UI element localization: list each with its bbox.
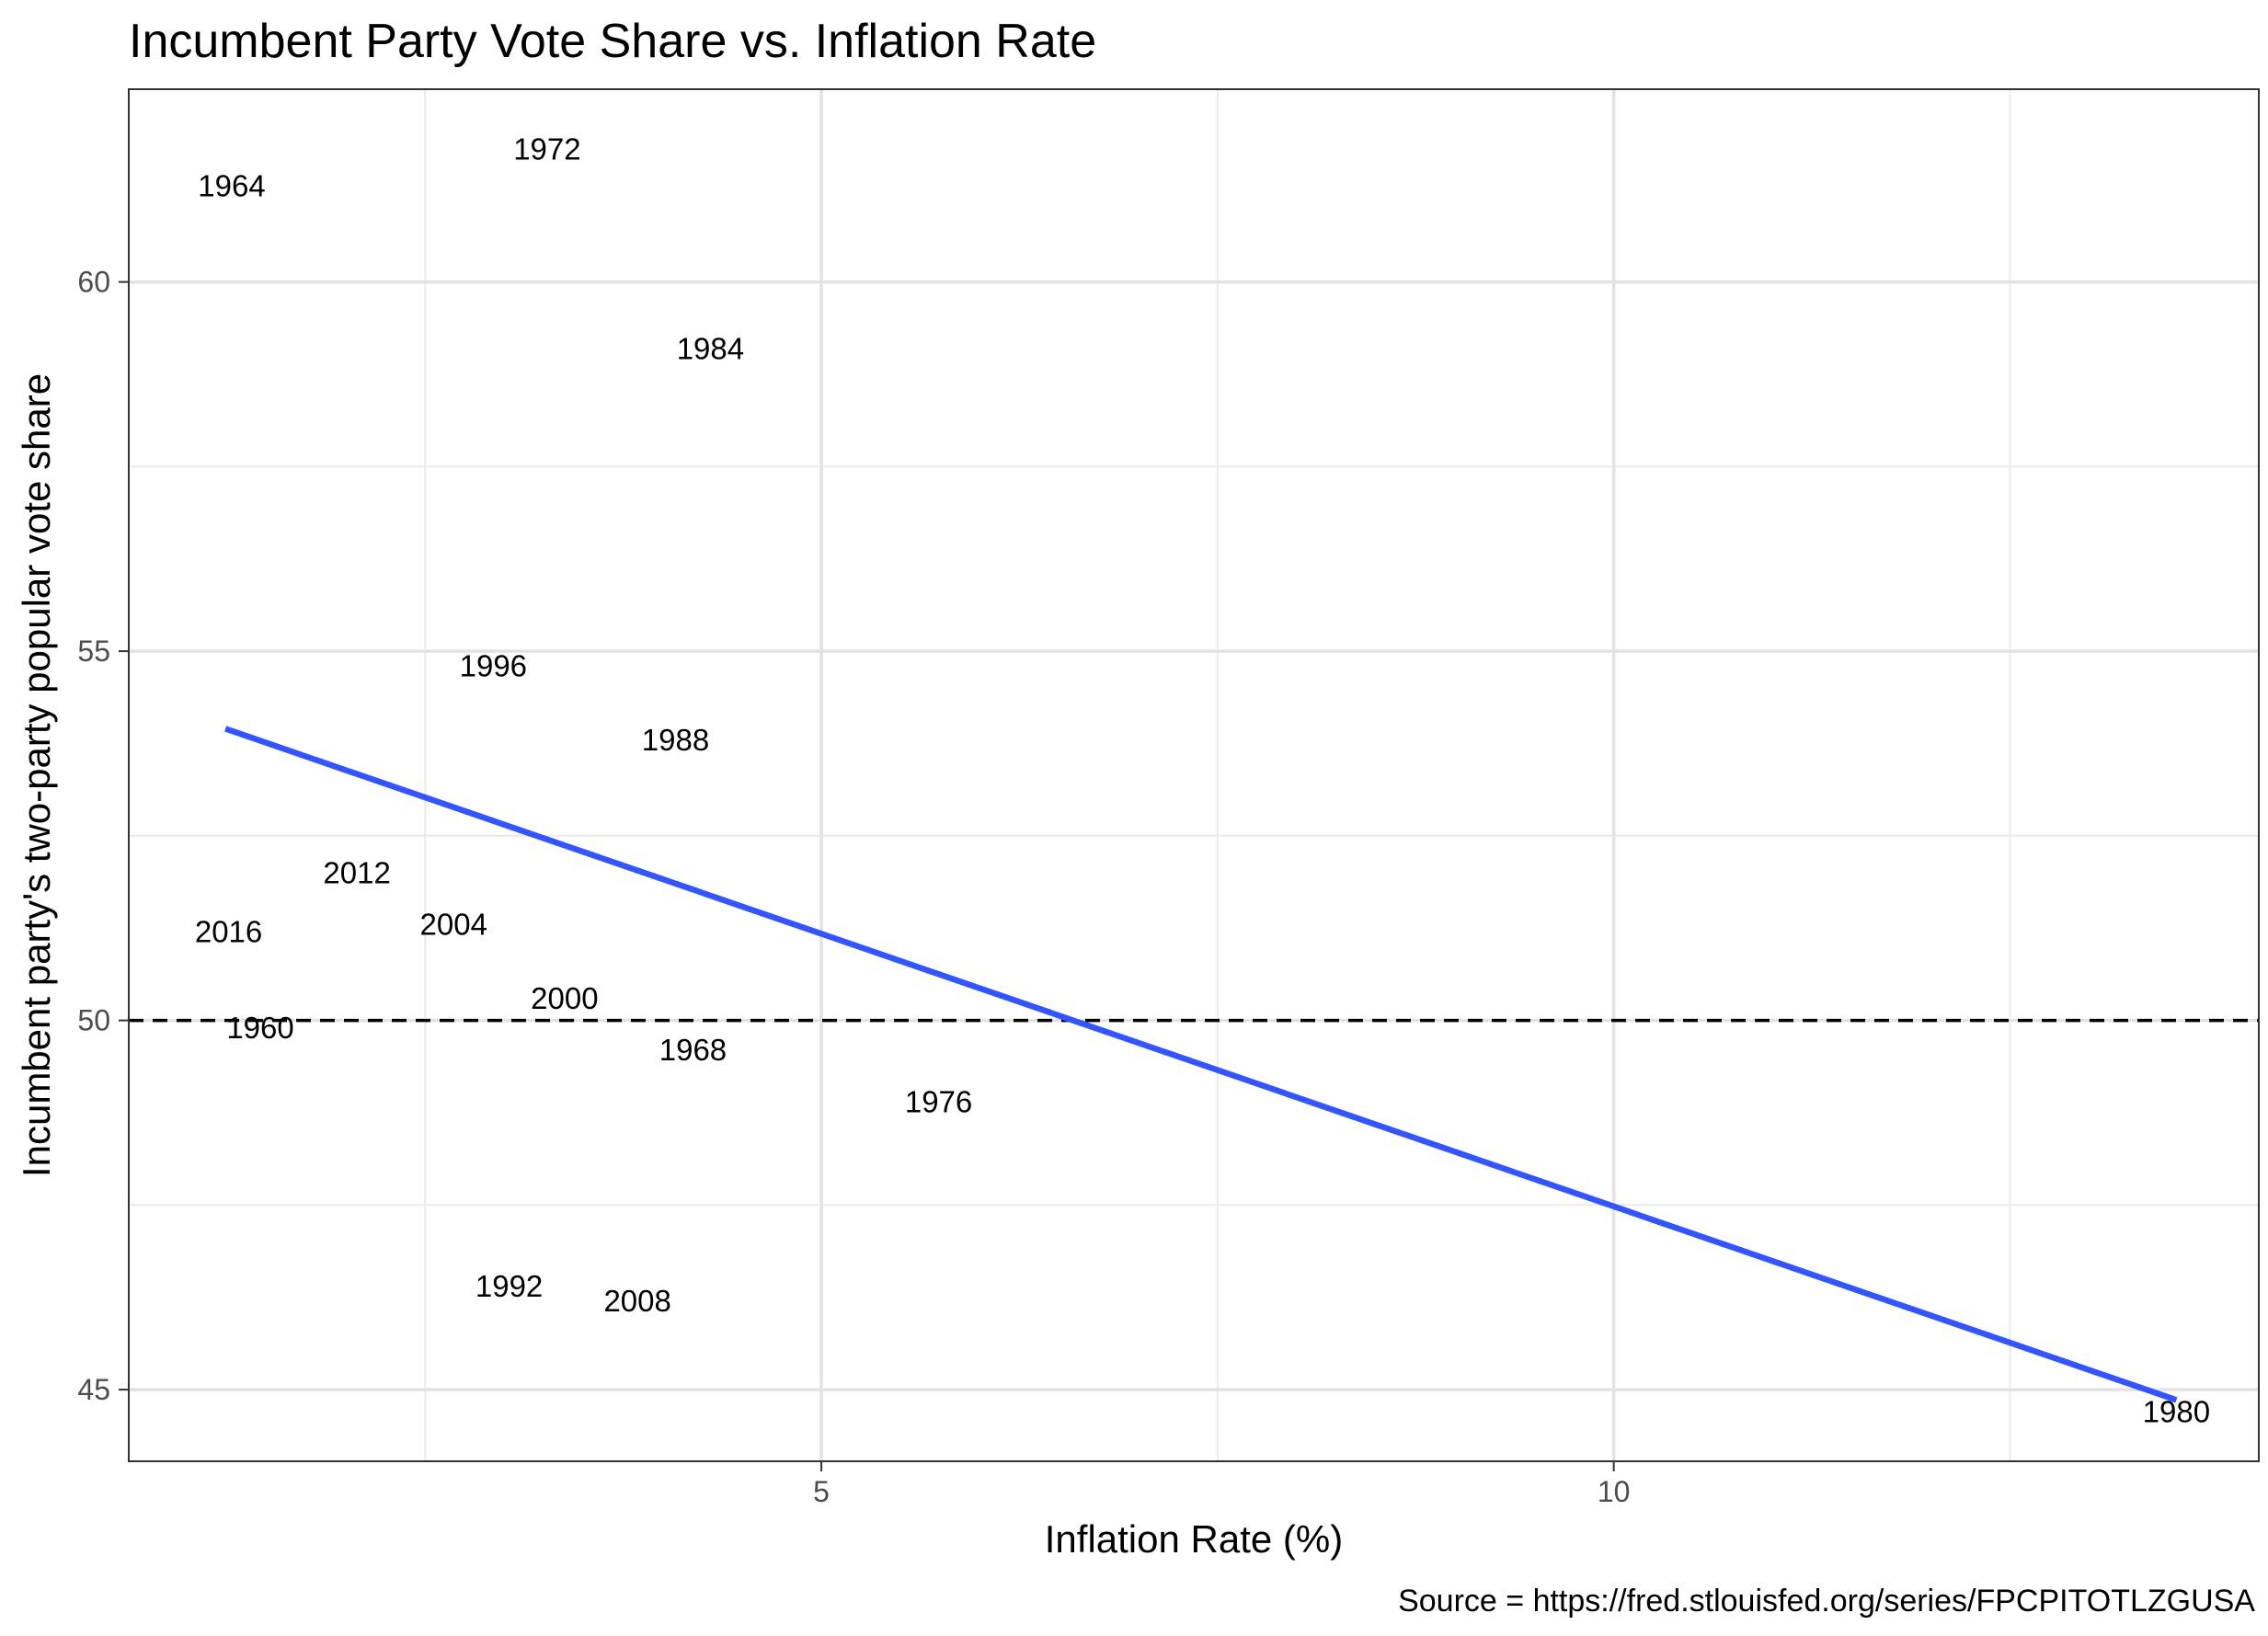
point-label-1964: 1964 <box>198 169 265 203</box>
panel-border <box>128 88 2260 1462</box>
x-tick-label: 10 <box>1598 1475 1631 1508</box>
source-caption: Source = https://fred.stlouisfed.org/ser… <box>1398 1584 2255 1619</box>
point-label-1996: 1996 <box>460 649 527 683</box>
major-grid <box>129 89 2259 1461</box>
point-label-1972: 1972 <box>513 132 580 166</box>
point-labels: 1960 1964 1968 1972 1976 1980 1984 1988 1992 1996… <box>195 132 2210 1429</box>
trend-line-group <box>224 726 2178 1403</box>
y-tick-label: 50 <box>77 1004 110 1037</box>
y-axis-title: Incumbent party's two-party popular vote… <box>15 373 58 1177</box>
point-label-2000: 2000 <box>531 981 598 1015</box>
point-label-1988: 1988 <box>642 723 709 757</box>
point-label-2016: 2016 <box>195 915 262 949</box>
chart-title: Incumbent Party Vote Share vs. Inflation… <box>129 15 1096 68</box>
point-label-1984: 1984 <box>677 331 744 365</box>
point-label-1976: 1976 <box>905 1084 972 1118</box>
point-label-2004: 2004 <box>420 908 487 942</box>
y-tick-label: 55 <box>77 635 110 668</box>
x-axis-title: Inflation Rate (%) <box>1045 1517 1343 1561</box>
y-tick-label: 60 <box>77 266 110 299</box>
y-tick-label: 45 <box>77 1373 110 1406</box>
point-label-2012: 2012 <box>323 855 390 889</box>
point-label-2008: 2008 <box>603 1284 670 1318</box>
point-label-1960: 1960 <box>226 1011 293 1045</box>
minor-grid <box>129 89 2259 1461</box>
point-label-1980: 1980 <box>2143 1395 2210 1429</box>
trend-line <box>224 726 2178 1403</box>
point-label-1992: 1992 <box>475 1269 543 1303</box>
y-axis-ticks: 45 50 55 60 <box>77 266 129 1406</box>
x-axis-ticks: 5 10 <box>813 1461 1630 1508</box>
x-tick-label: 5 <box>813 1475 830 1508</box>
point-label-1968: 1968 <box>659 1033 727 1067</box>
